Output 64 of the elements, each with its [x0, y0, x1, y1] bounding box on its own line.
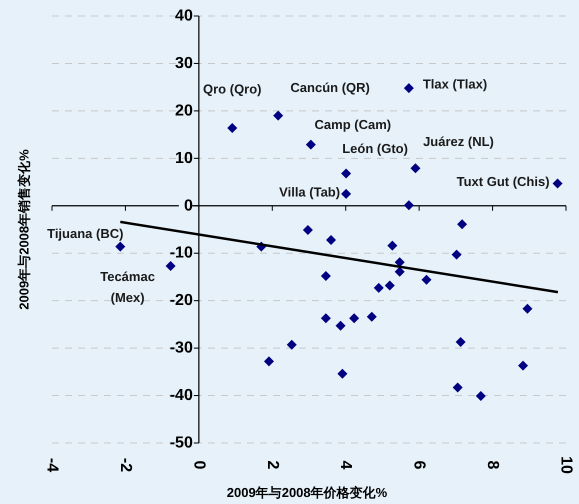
point	[452, 382, 463, 392]
y-tick-label: 30	[175, 54, 193, 72]
point	[366, 312, 377, 322]
point	[336, 320, 346, 331]
point	[341, 188, 352, 199]
y-tick-label: 0	[184, 197, 193, 214]
point	[374, 282, 384, 293]
point	[522, 304, 532, 314]
x-tick-label: 4	[337, 460, 354, 470]
point	[273, 110, 284, 121]
x-tick-label: 10	[558, 456, 574, 474]
y-tick-label: -40	[170, 387, 193, 404]
point	[394, 266, 405, 277]
annotation: Cancún (QR)	[290, 80, 370, 96]
point	[457, 219, 468, 230]
x-tick-label: -2	[116, 458, 134, 472]
y-tick-label: -10	[170, 244, 193, 262]
point	[404, 200, 414, 210]
point	[387, 240, 398, 251]
y-axis-title: 2009年与2008年销售变化%	[16, 148, 32, 310]
point	[410, 163, 420, 174]
point	[349, 313, 360, 324]
annotation: Qro (Qro)	[203, 81, 262, 96]
annotation: Tlax (Tlax)	[422, 76, 488, 92]
point	[264, 356, 274, 366]
point	[166, 261, 176, 272]
point	[302, 224, 313, 235]
x-tick-label: 8	[484, 460, 502, 470]
point	[337, 368, 348, 379]
point	[394, 257, 405, 268]
point	[286, 340, 297, 350]
y-tick-label: 40	[175, 8, 193, 24]
y-tick-label: 20	[175, 102, 193, 120]
x-axis-title: 2009年与2008年价格变化%	[226, 485, 388, 500]
point	[227, 122, 238, 133]
annotation: Tecámac (Mex)	[100, 268, 155, 305]
point	[476, 391, 486, 402]
annotation: Villa (Tab)	[279, 184, 340, 200]
point	[320, 270, 331, 281]
annotation: Juárez (NL)	[423, 134, 494, 149]
point	[384, 280, 395, 290]
x-tick-label: -4	[44, 458, 60, 472]
x-tick-label: 2	[264, 460, 281, 470]
point	[452, 250, 462, 260]
annotation: Tijuana (BC)	[47, 226, 124, 242]
annotation: Camp (Cam)	[314, 117, 392, 132]
annotation: León (Gto)	[342, 141, 408, 156]
annotation: Tuxt Gut (Chis)	[456, 174, 550, 189]
y-tick-label: -50	[170, 434, 193, 452]
point	[341, 168, 352, 179]
point	[518, 360, 528, 371]
x-tick-label: 0	[190, 460, 208, 470]
point	[326, 234, 336, 245]
point	[306, 140, 316, 150]
x-tick-label: 6	[410, 460, 428, 470]
point	[320, 313, 331, 324]
y-tick-label: 10	[175, 150, 193, 167]
point	[404, 83, 414, 94]
point	[421, 274, 432, 285]
point	[552, 178, 563, 188]
y-tick-label: -20	[170, 292, 193, 310]
point	[115, 242, 126, 252]
y-tick-label: -30	[170, 340, 193, 357]
point	[456, 336, 466, 347]
